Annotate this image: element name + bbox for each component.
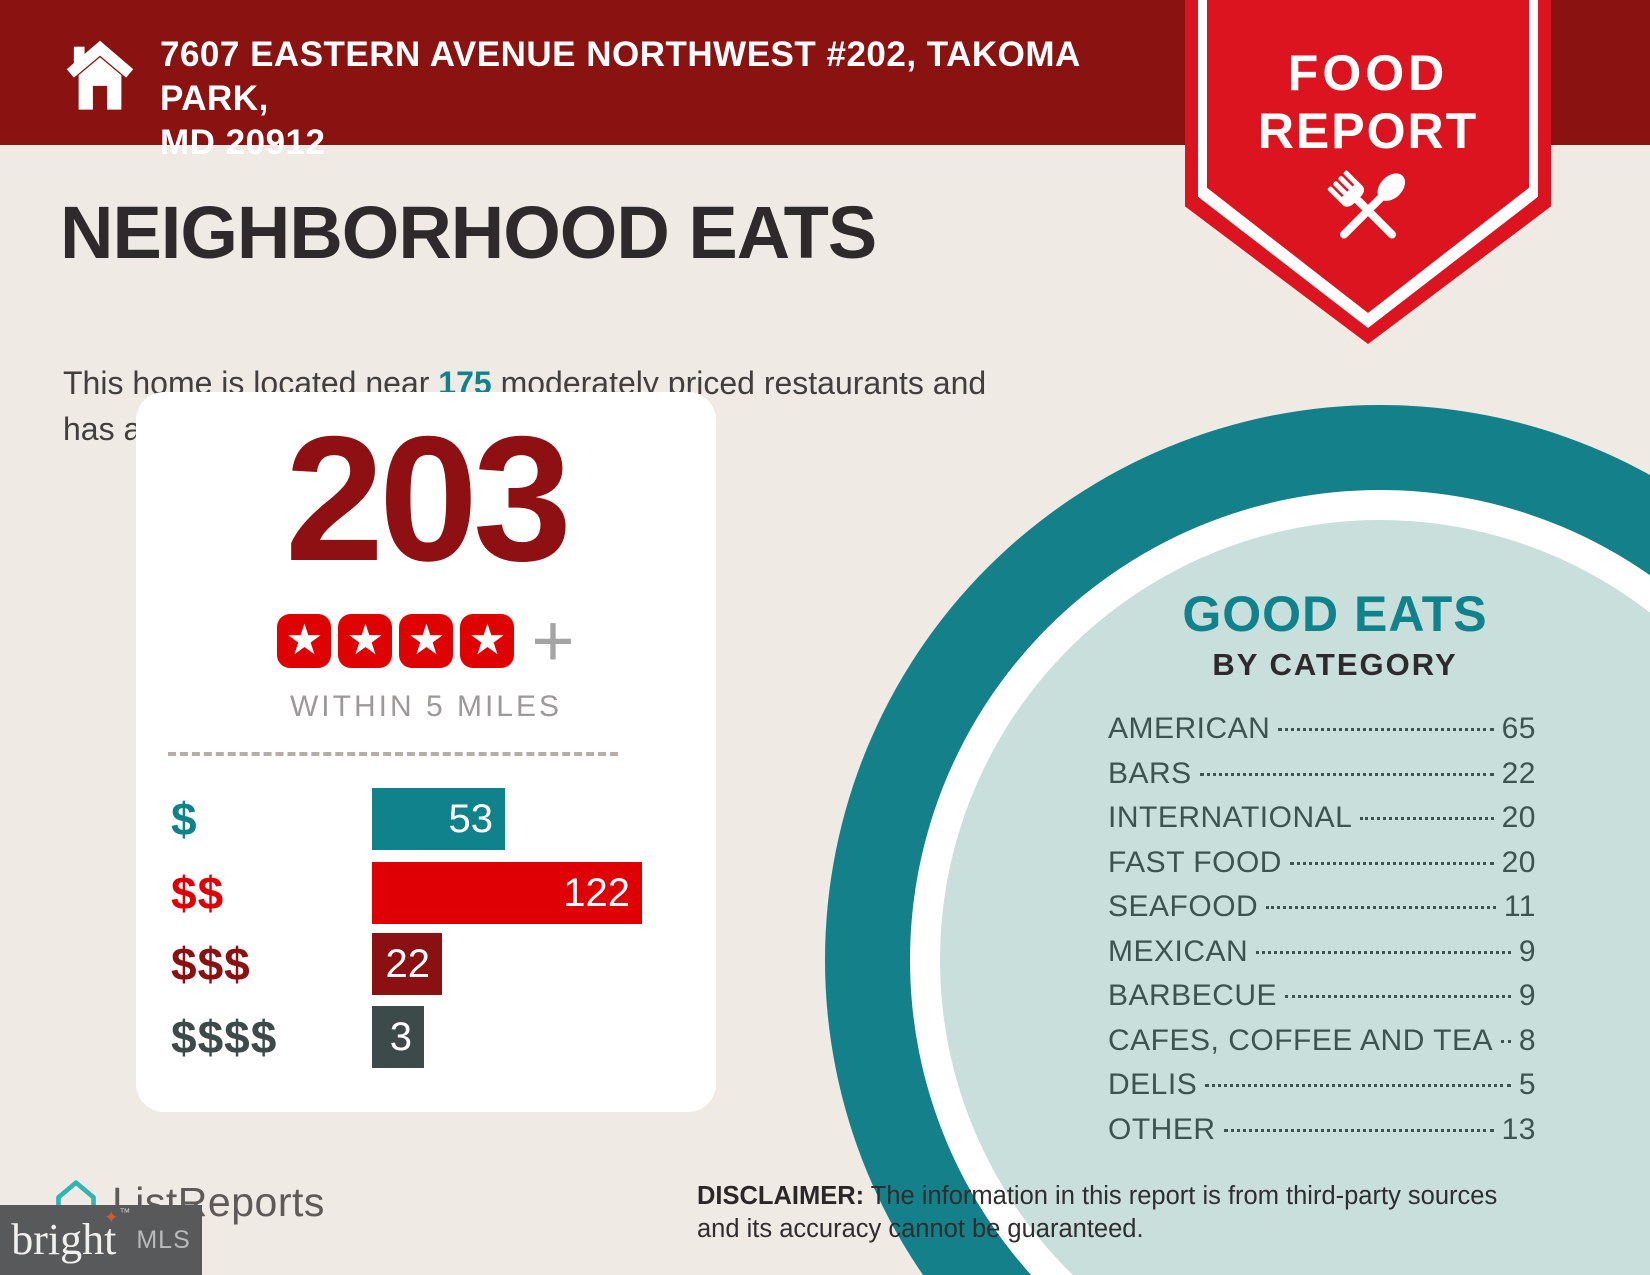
plus-icon: + (531, 599, 575, 682)
bright-mls-logo: bright ✦ ™ MLS (0, 1205, 202, 1275)
bar: 22 (372, 933, 442, 995)
category-value: 8 (1518, 1023, 1536, 1057)
total-restaurants-count: 203 (285, 399, 572, 598)
address-line-2: MD 20912 (160, 122, 326, 162)
bar-row: $$ 122 (136, 862, 716, 924)
good-eats-heading: GOOD EATS BY CATEGORY (1075, 585, 1595, 683)
category-name: OTHER (1108, 1112, 1216, 1146)
category-list: AMERICAN 65 BARS 22 INTERNATIONAL 20 FAST FOOD… (1108, 712, 1536, 1157)
bar-label: $$$$ (171, 1011, 278, 1063)
restaurant-summary-card: 203 ★ ★ ★ ★ + WITHIN 5 MILES $53 $$ 122 $$$ 22 $$… (136, 392, 716, 1112)
category-row: BARS 22 (1108, 757, 1536, 802)
dot-leader (1205, 1084, 1511, 1087)
badge-title-food: FOOD (1287, 45, 1449, 101)
bar-row: $53 (136, 788, 716, 850)
category-row: MEXICAN 9 (1108, 935, 1536, 980)
dot-leader (1501, 1039, 1511, 1043)
category-value: 13 (1501, 1112, 1536, 1146)
category-row: AMERICAN 65 (1108, 712, 1536, 757)
category-row: FAST FOOD 20 (1108, 846, 1536, 891)
bar: 53 (372, 788, 505, 850)
category-name: DELIS (1108, 1068, 1198, 1101)
fork-spoon-icon (1327, 170, 1406, 239)
bar-label: $$$ (171, 938, 251, 990)
disclaimer-text: The information in this report is from t… (697, 1182, 1498, 1244)
category-row: SEAFOOD 11 (1108, 890, 1536, 935)
category-value: 9 (1518, 979, 1536, 1012)
dot-leader (1223, 1128, 1494, 1132)
food-report-badge: FOOD REPORT (1185, 0, 1551, 344)
bright-star-icon: ✦ (104, 1208, 119, 1228)
bar-row: $$$$ 3 (136, 1006, 716, 1068)
category-row: BARBECUE 9 (1108, 979, 1536, 1024)
category-name: BARBECUE (1108, 979, 1278, 1012)
dot-leader (1285, 995, 1511, 998)
bright-mls-label: MLS (136, 1225, 191, 1254)
category-value: 11 (1503, 890, 1536, 923)
bright-trademark: ™ (119, 1207, 131, 1219)
badge-title-report: REPORT (1257, 103, 1479, 159)
address-line-1: 7607 EASTERN AVENUE NORTHWEST #202, TAKO… (160, 35, 1080, 118)
category-row: CAFES, COFFEE AND TEA 8 (1108, 1024, 1536, 1069)
category-value: 20 (1501, 801, 1536, 834)
bar-value: 122 (563, 870, 630, 915)
bar-label: $$ (171, 867, 225, 919)
bright-wordmark: bright ✦ ™ (11, 1207, 131, 1264)
disclaimer: DISCLAIMER: The information in this repo… (697, 1180, 1537, 1246)
dot-leader (1256, 950, 1511, 954)
bar-row: $$$ 22 (136, 933, 716, 995)
bar-value: 3 (389, 1014, 412, 1059)
dot-leader (1199, 772, 1494, 776)
good-eats-title: GOOD EATS (1182, 586, 1488, 642)
category-value: 9 (1518, 934, 1536, 968)
dot-leader (1360, 817, 1494, 820)
star-icon: ★ (338, 614, 393, 668)
category-name: AMERICAN (1108, 712, 1271, 745)
house-icon (66, 40, 134, 110)
property-address: 7607 EASTERN AVENUE NORTHWEST #202, TAKO… (160, 33, 1140, 164)
category-row: DELIS 5 (1108, 1068, 1536, 1113)
category-name: INTERNATIONAL (1108, 801, 1353, 834)
category-name: CAFES, COFFEE AND TEA (1108, 1023, 1494, 1057)
category-name: SEAFOOD (1108, 890, 1259, 923)
category-row: INTERNATIONAL 20 (1108, 801, 1536, 846)
category-name: BARS (1108, 756, 1192, 790)
bar-label: $ (171, 793, 198, 845)
bar: 122 (372, 862, 642, 924)
radius-label: WITHIN 5 MILES (289, 690, 563, 723)
page-title: NEIGHBORHOOD EATS (60, 191, 877, 274)
category-value: 65 (1501, 712, 1536, 745)
dashed-divider (168, 752, 618, 756)
category-value: 22 (1501, 756, 1536, 790)
star-icon: ★ (399, 614, 454, 668)
dot-leader (1278, 728, 1494, 731)
badge-title: FOOD REPORT (1185, 44, 1551, 160)
good-eats-circle-ring (825, 405, 1650, 1275)
bar-value: 53 (448, 796, 494, 841)
star-icon: ★ (277, 614, 332, 668)
category-name: FAST FOOD (1108, 845, 1282, 879)
category-row: OTHER 13 (1108, 1113, 1536, 1158)
star-rating: ★ ★ ★ ★ + (136, 599, 716, 682)
dot-leader (1289, 861, 1494, 865)
category-value: 5 (1518, 1068, 1536, 1101)
star-icon: ★ (460, 614, 515, 668)
good-eats-subtitle: BY CATEGORY (1212, 647, 1458, 682)
bar-value: 22 (385, 941, 431, 986)
dot-leader (1266, 906, 1496, 909)
category-value: 20 (1501, 845, 1536, 879)
disclaimer-label: DISCLAIMER: (697, 1182, 865, 1210)
bar: 3 (372, 1006, 424, 1068)
category-name: MEXICAN (1108, 934, 1249, 968)
